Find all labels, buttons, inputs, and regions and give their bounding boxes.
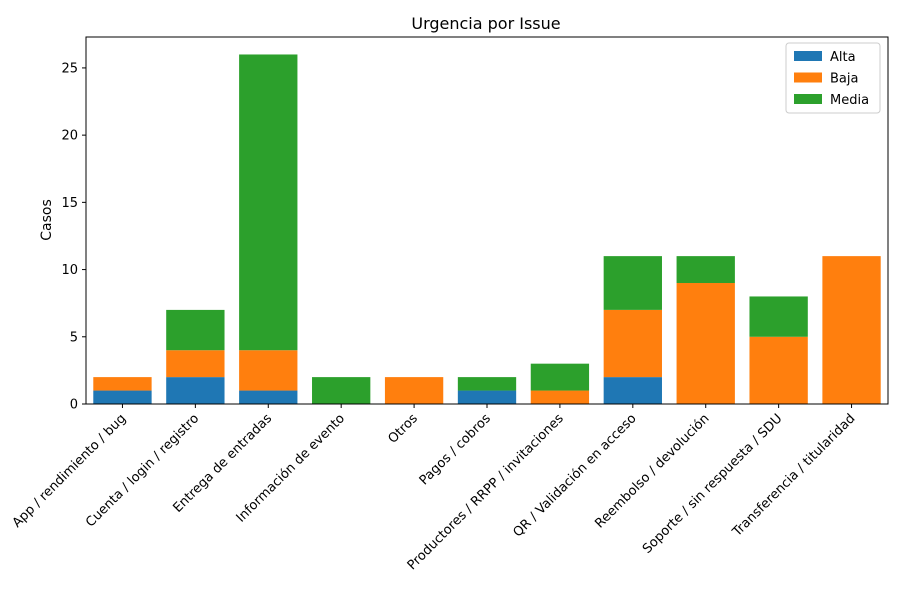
bar-baja-10 xyxy=(822,256,881,404)
x-tick-label: Soporte / sin respuesta / SDU xyxy=(640,411,786,557)
legend-swatch-media xyxy=(794,94,822,104)
bar-baja-4 xyxy=(384,377,444,404)
y-axis-title: Casos xyxy=(39,199,55,241)
bar-baja-8 xyxy=(676,283,735,404)
bar-media-2 xyxy=(239,54,298,351)
y-tick-label: 15 xyxy=(61,196,78,211)
bar-media-1 xyxy=(166,309,225,351)
bar-baja-7 xyxy=(603,309,662,378)
x-tick-label: Otros xyxy=(385,411,421,447)
legend-swatch-alta xyxy=(794,51,822,61)
legend-swatch-baja xyxy=(794,72,822,83)
legend: Alta Baja Media xyxy=(785,42,881,114)
bar-alta-0 xyxy=(93,390,152,404)
y-tick-label: 5 xyxy=(70,330,78,345)
bar-baja-9 xyxy=(749,336,808,404)
x-tick-label: App / rendimiento / bug xyxy=(10,411,130,531)
bars-layer xyxy=(93,54,881,404)
bar-media-6 xyxy=(530,363,590,391)
x-tick-label: Productores / RRPP / invitaciones xyxy=(405,411,567,573)
bar-media-5 xyxy=(457,377,517,391)
legend-label-baja: Baja xyxy=(830,72,858,87)
bar-alta-2 xyxy=(239,390,298,404)
y-tick-label: 25 xyxy=(61,61,78,76)
bar-baja-1 xyxy=(166,350,225,378)
bar-alta-1 xyxy=(166,377,225,404)
bar-media-3 xyxy=(312,377,371,404)
y-tick-label: 0 xyxy=(70,398,78,413)
bar-media-9 xyxy=(749,296,808,337)
legend-label-alta: Alta xyxy=(830,50,856,65)
x-tick-label: Transferencia / titularidad xyxy=(729,411,858,540)
x-tick-label: QR / Validación en acceso xyxy=(510,411,639,540)
bar-alta-7 xyxy=(603,377,662,404)
x-tick-label: Pagos / cobros xyxy=(417,411,494,488)
y-tick-label: 20 xyxy=(61,129,78,144)
bar-baja-6 xyxy=(530,390,590,404)
legend-label-media: Media xyxy=(830,93,869,108)
y-tick-label: 10 xyxy=(61,263,78,278)
bar-alta-5 xyxy=(457,390,517,404)
bar-media-8 xyxy=(676,256,735,284)
bar-baja-2 xyxy=(239,350,298,391)
bar-media-7 xyxy=(603,256,662,310)
chart-title: Urgencia por Issue xyxy=(411,14,560,33)
bar-baja-0 xyxy=(93,377,152,391)
